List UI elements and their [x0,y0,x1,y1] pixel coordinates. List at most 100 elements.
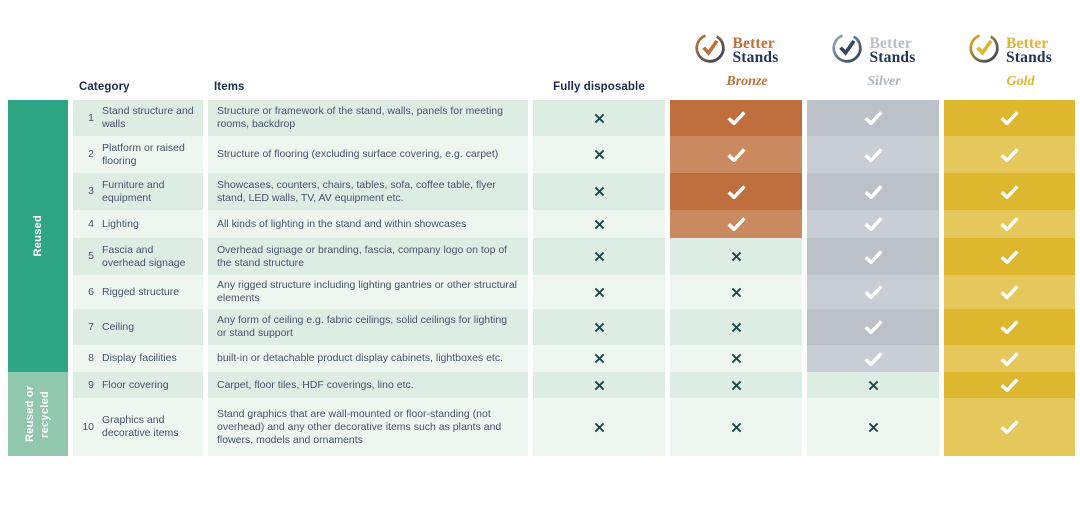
tier-header-bronze: Better Stands Bronze [670,0,802,100]
row-number: 3 [88,185,94,197]
tier-header-gold: Better Stands Gold [944,0,1075,100]
bronze-mark-cell [670,372,802,398]
group-band-reused-or-recycled: Reused or recycled [8,372,68,456]
row-number: 8 [88,352,94,364]
fully-mark-cell [533,398,665,456]
tier-name-gold: Gold [1006,74,1035,89]
category-label: Display facilities [102,352,177,364]
check-icon [863,285,883,299]
logo-better-word: Better [1005,34,1049,52]
gold-mark-cell [944,173,1075,210]
row-number: 2 [88,148,94,160]
gold-mark-cell [944,345,1075,372]
bronze-mark-cell [670,309,802,345]
items-text: built-in or detachable product display c… [217,352,504,364]
gold-mark-cell [944,398,1075,456]
bronze-mark-cell [670,238,802,275]
category-label: Furniture and equipment [102,178,165,204]
check-icon [863,184,883,199]
row-number: 6 [88,285,94,298]
items-text: Carpet, floor tiles, HDF coverings, lino… [217,378,414,391]
bronze-mark-cell [670,173,802,210]
row-number: 9 [88,378,94,391]
silver-mark-cell [807,398,939,456]
check-icon [1000,320,1019,334]
better-stands-silver-logo: Better Stands [830,31,915,70]
category-header-label: Category [79,81,130,93]
items-cell: Structure or framework of the stand, wal… [208,100,528,136]
better-stands-comparison-table: Category Items Fully disposable Better S… [8,0,1075,456]
silver-mark-cell [807,372,939,398]
bronze-mark-cell [670,100,802,136]
check-icon [1000,217,1019,231]
cross-icon [731,380,741,390]
fully-mark-cell [533,173,665,210]
items-cell: Structure of flooring (excluding surface… [208,136,528,173]
fully-mark-cell [533,309,665,345]
silver-mark-cell [807,210,939,238]
gold-mark-cell [944,210,1075,238]
fully-mark-cell [533,275,665,309]
category-label: Graphics and decorative items [102,414,179,439]
bronze-mark-cell [670,210,802,238]
fully-mark-cell [533,210,665,238]
cross-icon [731,422,741,432]
silver-mark-cell [807,345,939,372]
better-stands-check-circle-icon [830,31,864,70]
category-cell: 6 Rigged structure [73,275,203,309]
check-icon [1000,111,1019,125]
check-icon [863,217,883,231]
category-label: Stand structure and walls [102,105,194,130]
fully-disposable-header-label: Fully disposable [553,81,645,93]
check-icon [726,111,746,125]
cross-icon [594,219,604,229]
category-label: Ceiling [102,320,135,333]
cross-icon [868,380,878,390]
items-cell: Any form of ceiling e.g. fabric ceilings… [208,309,528,345]
logo-better-word: Better [869,34,912,52]
cross-icon [594,422,604,432]
cross-icon [731,287,741,297]
check-icon [1000,420,1019,434]
check-icon [863,320,883,334]
better-stands-gold-logo: Better Stands [967,31,1052,70]
cross-icon [731,251,741,262]
fully-mark-cell [533,100,665,136]
cross-icon [594,186,604,197]
category-cell: 3 Furniture and equipment [73,173,203,210]
category-cell: 7 Ceiling [73,309,203,345]
better-stands-bronze-logo: Better Stands [693,31,778,70]
fully-mark-cell [533,238,665,275]
row-number: 1 [88,111,94,124]
check-icon [1000,351,1019,366]
items-cell: All kinds of lighting in the stand and w… [208,210,528,238]
tier-name-silver: Silver [867,74,901,89]
category-label: Platform or raised flooring [102,141,185,167]
logo-stands-word: Stands [732,48,779,66]
fully-mark-cell [533,136,665,173]
items-text: Structure or framework of the stand, wal… [217,105,503,130]
gold-mark-cell [944,238,1075,275]
fully-mark-cell [533,372,665,398]
cross-icon [594,251,604,262]
cross-icon [594,322,604,332]
check-icon [863,249,883,264]
cross-icon [594,353,604,364]
category-cell: 1 Stand structure and walls [73,100,203,136]
tier-name-bronze: Bronze [726,74,768,89]
silver-mark-cell [807,100,939,136]
category-cell: 4 Lighting [73,210,203,238]
logo-stands-word: Stands [869,48,916,66]
check-icon [1000,285,1019,299]
cross-icon [594,149,604,160]
fully-mark-cell [533,345,665,372]
check-icon [1000,378,1019,392]
items-text: Showcases, counters, chairs, tables, sof… [217,178,496,204]
silver-mark-cell [807,136,939,173]
gold-mark-cell [944,275,1075,309]
items-column-header: Items [208,0,528,100]
row-number: 10 [82,420,94,433]
better-stands-check-circle-icon [693,31,727,70]
category-cell: 8 Display facilities [73,345,203,372]
group-band-reused: Reused [8,100,68,372]
